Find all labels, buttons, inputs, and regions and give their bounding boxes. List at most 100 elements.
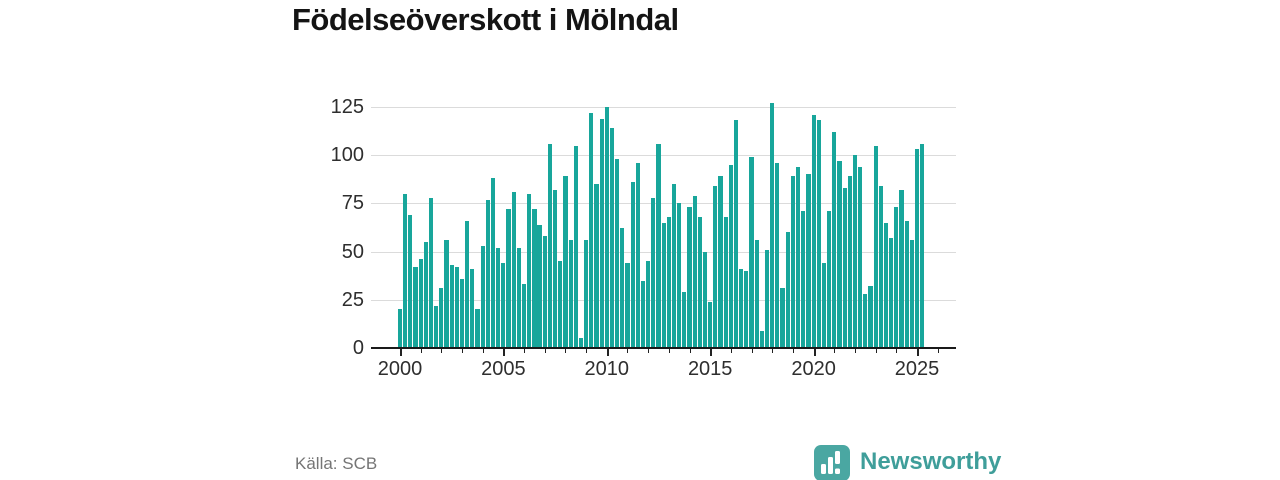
y-gridline (371, 155, 956, 157)
bar (584, 240, 589, 348)
bar (733, 120, 739, 348)
x-axis-minor-tick (482, 349, 484, 353)
bar (480, 245, 485, 348)
y-axis-tick-label: 100 (330, 144, 364, 167)
bar (759, 330, 764, 348)
bar (775, 162, 780, 348)
y-axis-tick-label: 25 (341, 288, 364, 311)
x-axis-minor-tick (668, 349, 670, 353)
bar (806, 174, 811, 348)
bar (749, 157, 754, 348)
brand-logo: Newsworthy (812, 443, 1001, 480)
x-axis-major-tick (606, 349, 609, 356)
bar (728, 164, 733, 348)
bar (889, 238, 894, 348)
y-gridline (371, 203, 956, 205)
bar (739, 268, 744, 348)
bar (708, 301, 713, 348)
bar (418, 259, 423, 348)
bar (821, 263, 827, 348)
bar (413, 267, 418, 348)
bar (656, 143, 661, 348)
x-axis-tick-label: 2005 (481, 358, 526, 380)
bar (635, 162, 640, 348)
bar (397, 309, 403, 348)
x-axis-major-tick (400, 349, 402, 356)
bar (878, 186, 883, 348)
bar (790, 176, 795, 348)
bar (615, 159, 620, 348)
y-axis-tick-label: 0 (352, 337, 364, 359)
x-axis-tick-label: 2025 (894, 358, 940, 380)
newsworthy-bar-chart-bubble-icon (814, 445, 850, 480)
x-axis-tick-label: 2000 (377, 358, 423, 380)
x-axis-minor-tick (524, 349, 526, 353)
bar (589, 112, 594, 348)
bar (677, 203, 682, 348)
bar (702, 251, 708, 348)
bar (604, 107, 609, 348)
bar (671, 184, 677, 348)
x-axis-tick-label: 2015 (687, 358, 733, 380)
x-axis-tick-label: 2010 (584, 358, 630, 380)
bar (692, 195, 697, 348)
bar (423, 241, 428, 348)
bar (408, 214, 413, 348)
x-axis-major-tick (917, 349, 919, 356)
bar (609, 128, 615, 348)
chart-title: Födelseöverskott i Mölndal (292, 2, 679, 37)
x-axis-tick-label: 2020 (791, 358, 836, 380)
bar (661, 222, 666, 348)
bar (827, 211, 832, 348)
x-axis-minor-tick (896, 349, 898, 353)
x-axis-major-tick (503, 349, 506, 356)
bar (537, 224, 542, 348)
brand-name: Newsworthy (860, 448, 1002, 475)
bar (594, 184, 599, 348)
x-axis-minor-tick (937, 349, 939, 353)
x-axis-minor-tick (648, 349, 650, 353)
bar (573, 145, 578, 348)
bar (625, 263, 630, 348)
bar (723, 216, 728, 348)
bar (578, 338, 584, 348)
bar (444, 240, 449, 348)
bar (547, 143, 553, 348)
bar (563, 176, 568, 348)
bar (434, 305, 439, 348)
bar (646, 261, 651, 348)
bar (687, 207, 692, 348)
bar (516, 247, 521, 348)
bar (811, 114, 816, 348)
bar (620, 228, 625, 348)
bar (770, 103, 775, 348)
bar (914, 149, 920, 348)
bar (558, 261, 563, 348)
bar (527, 193, 532, 348)
bar (490, 178, 496, 348)
bar (832, 132, 837, 348)
bar (449, 265, 454, 348)
y-axis-tick-label: 50 (341, 240, 364, 263)
bar (542, 236, 547, 348)
bar (764, 249, 770, 348)
bar (506, 209, 511, 348)
bar (697, 216, 702, 348)
x-axis-minor-tick (751, 349, 753, 353)
bar (795, 166, 801, 348)
bar (894, 207, 899, 348)
source-label: Källa: SCB (295, 454, 378, 473)
bar (837, 160, 842, 348)
bar (754, 240, 759, 348)
bar (553, 189, 558, 348)
bar (666, 216, 671, 348)
bar (470, 268, 475, 348)
x-axis-minor-tick (875, 349, 877, 353)
bar (454, 267, 459, 348)
bar (780, 288, 785, 348)
x-axis-line (371, 347, 956, 349)
bar (863, 294, 868, 348)
bar (718, 176, 723, 348)
